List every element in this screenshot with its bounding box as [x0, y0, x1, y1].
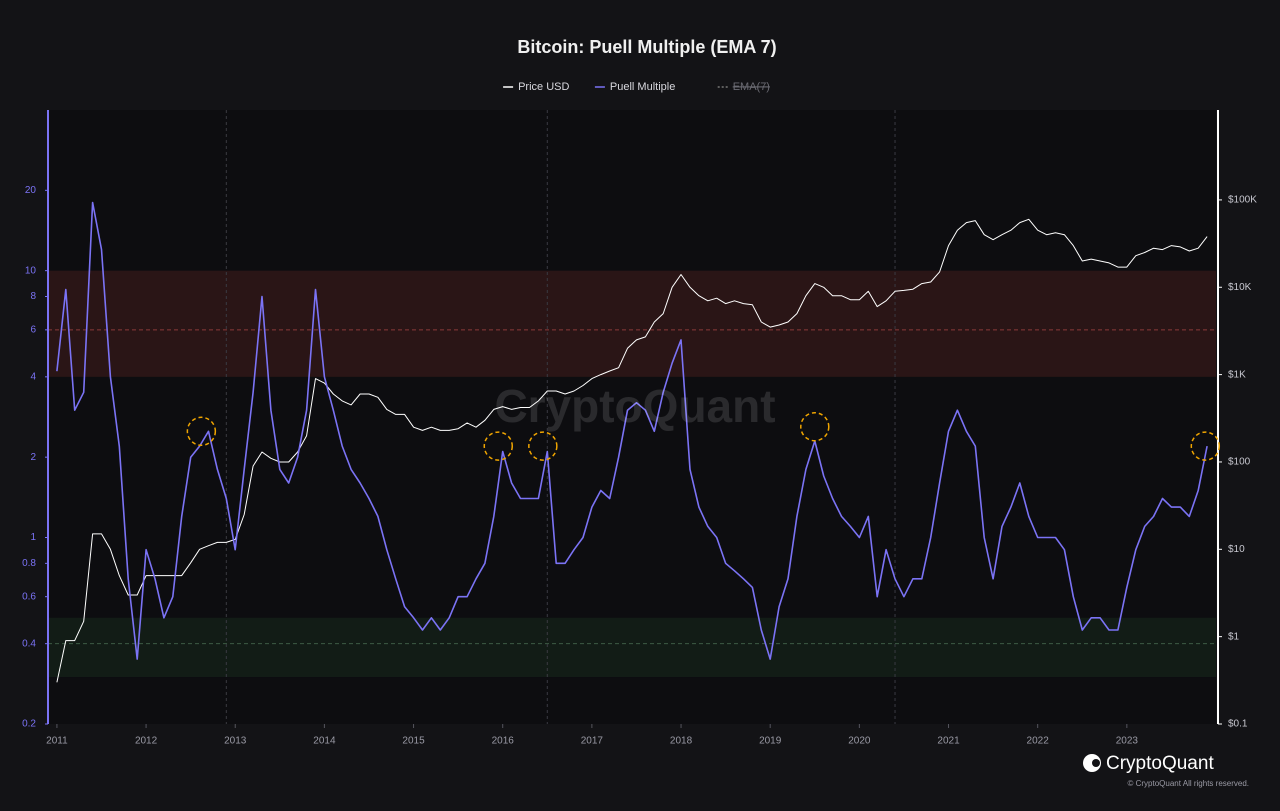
- highlight-circle: [800, 412, 830, 442]
- legend-label: Puell Multiple: [610, 81, 675, 93]
- legend-item: Price USD: [503, 81, 569, 93]
- chart-title: Bitcoin: Puell Multiple (EMA 7): [517, 37, 776, 57]
- y2-tick-label: $10K: [1228, 282, 1252, 293]
- y-tick-label: 0.8: [22, 558, 36, 569]
- logo: CryptoQuant © CryptoQuant All rights res…: [1083, 753, 1249, 788]
- y2-tick-label: $100: [1228, 457, 1251, 468]
- y-tick-label: 1: [30, 532, 36, 543]
- plot: 0.2 0.4 0.6 0.8 1 2 4 6 8 10 20 $0.1 $1 $10 $100 $1K $10…: [22, 110, 1257, 747]
- legend-label: Price USD: [518, 81, 569, 93]
- x-tick-label: 2017: [581, 736, 604, 747]
- highlight-circle: [528, 431, 558, 461]
- y-tick-label: 0.6: [22, 591, 36, 602]
- logo-icon-hole: [1092, 759, 1100, 767]
- x-tick-label: 2021: [937, 736, 960, 747]
- zone-band: [48, 617, 1216, 678]
- y2-tick-label: $1: [1228, 631, 1240, 642]
- y2-tick-label: $1K: [1228, 369, 1246, 380]
- x-tick-label: 2015: [402, 736, 425, 747]
- highlight-circle: [1190, 431, 1221, 461]
- x-tick-label: 2012: [135, 736, 158, 747]
- y-tick-label: 2: [30, 452, 36, 463]
- watermark: CryptoQuant: [494, 380, 775, 432]
- legend-label: EMA(7): [733, 81, 770, 93]
- zone-band: [48, 270, 1216, 377]
- y-tick-label: 20: [25, 185, 37, 196]
- x-tick-label: 2013: [224, 736, 247, 747]
- x-tick-label: 2016: [492, 736, 515, 747]
- x-tick-label: 2022: [1027, 736, 1050, 747]
- y-tick-label: 0.2: [22, 719, 36, 730]
- y2-tick-label: $0.1: [1228, 719, 1248, 730]
- legend-item: EMA(7): [717, 81, 770, 93]
- y2-tick-label: $10: [1228, 544, 1245, 555]
- legend-item: Puell Multiple: [594, 81, 675, 93]
- series-line: [56, 218, 1208, 683]
- x-tick-label: 2020: [848, 736, 871, 747]
- x-tick-label: 2011: [46, 736, 68, 747]
- y-tick-label: 10: [25, 265, 37, 276]
- x-tick-label: 2023: [1116, 736, 1139, 747]
- y-tick-label: 0.4: [22, 638, 36, 649]
- y2-tick-label: $100K: [1228, 195, 1257, 206]
- y-tick-label: 4: [30, 371, 36, 382]
- x-tick-label: 2014: [313, 736, 336, 747]
- x-tick-label: 2019: [759, 736, 782, 747]
- series-line: [56, 201, 1208, 660]
- y-tick-label: 8: [30, 291, 36, 302]
- x-tick-label: 2018: [670, 736, 693, 747]
- highlight-circle: [483, 431, 514, 461]
- copyright: © CryptoQuant All rights reserved.: [1128, 779, 1250, 788]
- logo-text: CryptoQuant: [1106, 753, 1214, 774]
- highlight-circle: [186, 416, 217, 447]
- y-tick-label: 6: [30, 324, 36, 335]
